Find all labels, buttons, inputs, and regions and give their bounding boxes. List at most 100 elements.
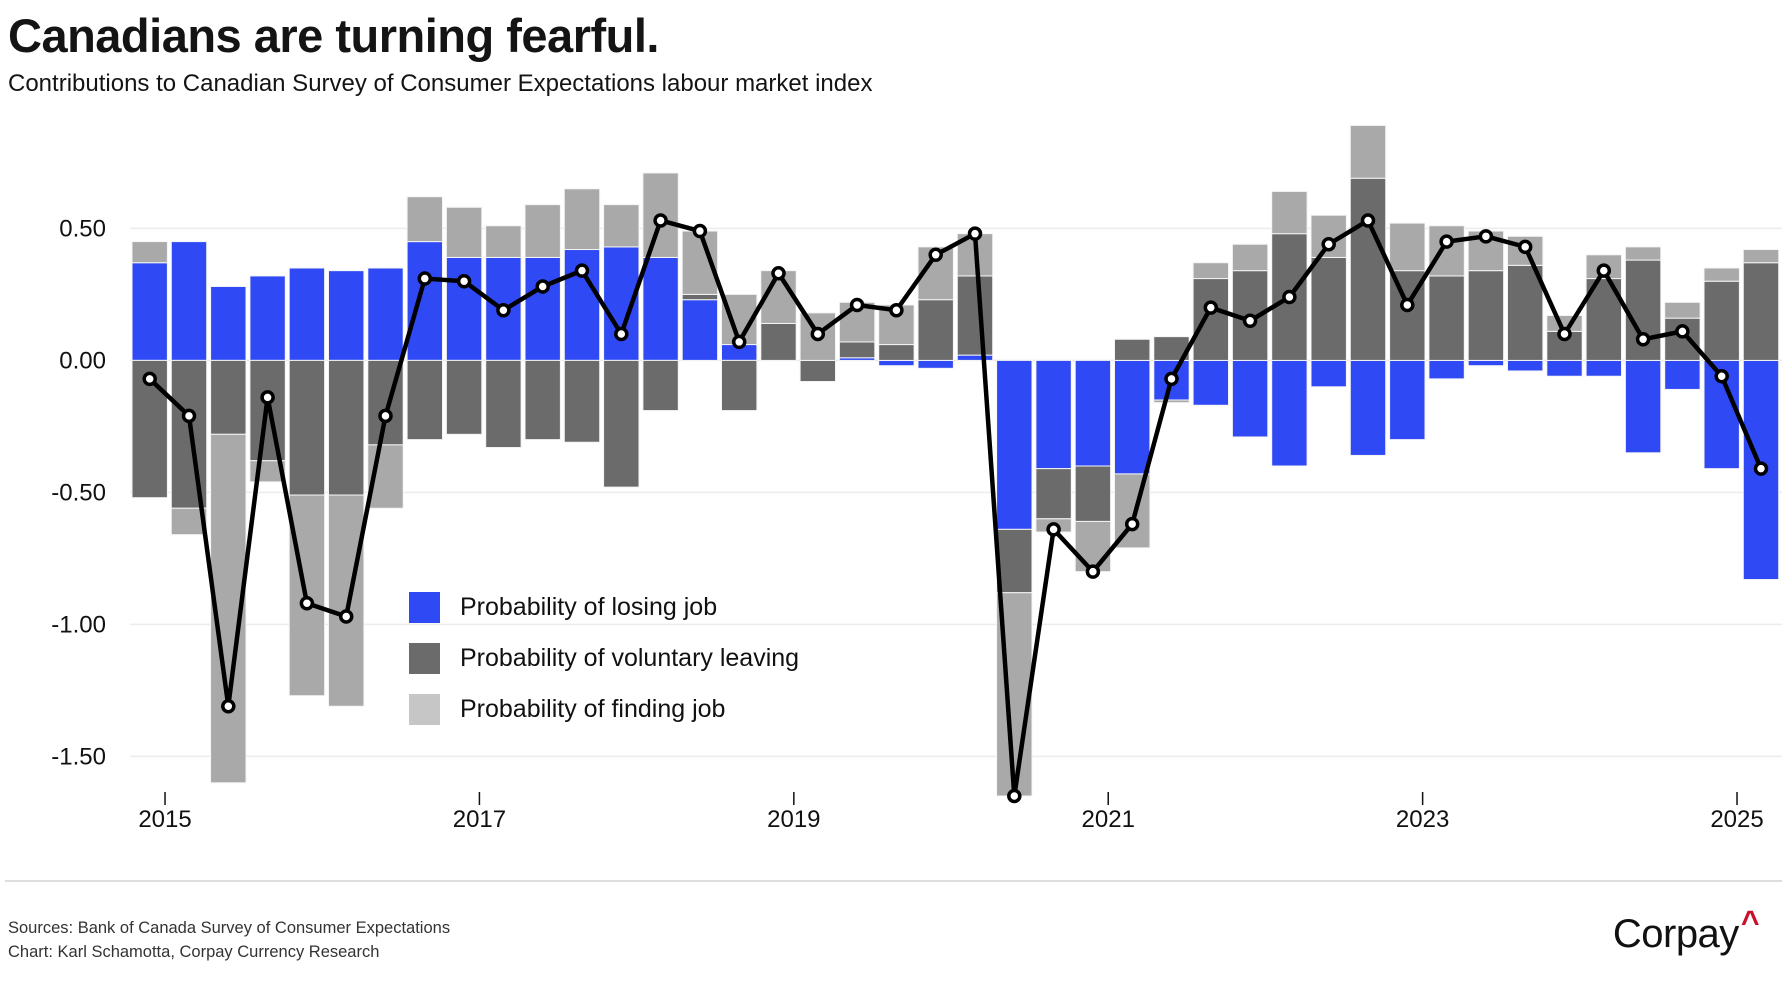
bar-probability-of-voluntary-leaving <box>170 359 208 509</box>
bar-probability-of-voluntary-leaving <box>917 299 954 361</box>
index-point <box>1321 236 1336 252</box>
index-point <box>653 213 668 228</box>
bar-probability-of-losing-job <box>1192 359 1229 406</box>
bar-probability-of-voluntary-leaving <box>1074 465 1112 522</box>
legend-label-losing-job: Probability of losing job <box>460 593 718 621</box>
y-tick-label: -1.50 <box>51 743 106 770</box>
chart-title: Canadians are turning fearful. <box>8 9 659 62</box>
index-point <box>967 226 983 241</box>
bar-probability-of-voluntary-leaving <box>878 344 915 361</box>
bar-probability-of-voluntary-leaving <box>721 359 758 412</box>
bar-probability-of-losing-job <box>445 256 483 361</box>
bar-probability-of-voluntary-leaving <box>1507 264 1544 361</box>
bar-probability-of-finding-job <box>1389 222 1426 272</box>
corpay-logo: Corpay^ <box>1612 904 1760 957</box>
index-point <box>1046 522 1061 537</box>
index-point <box>771 266 786 281</box>
chart-credit-text: Chart: Karl Schamotta, Corpay Currency R… <box>8 943 380 961</box>
index-point <box>1085 564 1101 579</box>
y-tick-label: -0.50 <box>51 479 106 506</box>
bar-probability-of-finding-job <box>406 196 444 243</box>
index-point <box>1360 213 1376 228</box>
bar-probability-of-losing-job <box>1114 359 1151 475</box>
bar-probability-of-losing-job <box>878 359 915 367</box>
bar-probability-of-voluntary-leaving <box>1310 256 1347 361</box>
index-point <box>496 302 511 318</box>
bar-probability-of-losing-job <box>210 285 247 361</box>
index-point <box>338 609 354 624</box>
bar-probability-of-voluntary-leaving <box>288 359 326 496</box>
bar-probability-of-voluntary-leaving <box>445 359 483 435</box>
bar-probability-of-voluntary-leaving <box>956 275 994 356</box>
index-point <box>1557 326 1572 342</box>
bar-probability-of-voluntary-leaving <box>838 341 876 359</box>
bar-probability-of-losing-job <box>288 267 326 361</box>
bar-probability-of-finding-job <box>1231 243 1269 272</box>
bar-probability-of-voluntary-leaving <box>406 359 444 441</box>
bar-probability-of-losing-job <box>1074 359 1112 467</box>
legend-swatch-losing-job <box>409 592 440 623</box>
bar-probability-of-finding-job <box>1428 225 1465 277</box>
bar-probability-of-voluntary-leaving <box>1192 278 1229 361</box>
bar-probability-of-losing-job <box>1271 359 1308 467</box>
legend-item-voluntary-leaving: Probability of voluntary leaving <box>409 633 799 684</box>
logo-text: Corpay <box>1612 912 1739 956</box>
bar-probability-of-losing-job <box>1231 359 1269 438</box>
bar-probability-of-finding-job <box>1271 190 1308 235</box>
index-point <box>535 279 550 294</box>
bar-probability-of-losing-job <box>642 256 679 361</box>
index-point <box>1164 371 1179 387</box>
bar-probability-of-voluntary-leaving <box>524 359 561 441</box>
bar-probability-of-finding-job <box>1703 267 1740 282</box>
bar-probability-of-voluntary-leaving <box>1035 468 1072 520</box>
bar-probability-of-losing-job <box>249 275 286 361</box>
bar-probability-of-finding-job <box>1349 124 1387 179</box>
index-point <box>928 247 943 263</box>
bar-probability-of-losing-job <box>367 267 404 361</box>
bar-probability-of-losing-job <box>1624 359 1662 454</box>
bar-probability-of-voluntary-leaving <box>996 528 1033 594</box>
bar-probability-of-voluntary-leaving <box>328 359 365 496</box>
bar-probability-of-losing-job <box>406 241 444 361</box>
bar-probability-of-losing-job <box>1507 359 1544 372</box>
bar-probability-of-losing-job <box>1585 359 1622 377</box>
y-tick-label: 0.00 <box>59 347 106 374</box>
index-point <box>1242 313 1258 329</box>
y-axis: 0.50 0.00 -0.50 -1.00 -1.50 <box>51 215 106 770</box>
bar-probability-of-losing-job <box>1467 359 1505 367</box>
bar-probability-of-losing-job <box>1546 359 1583 377</box>
bar-probability-of-losing-job <box>1349 359 1387 456</box>
bar-probability-of-losing-job <box>996 359 1033 530</box>
y-tick-label: -1.00 <box>51 611 106 638</box>
bar-probability-of-voluntary-leaving <box>485 359 522 449</box>
footer-divider <box>5 880 1782 882</box>
index-point <box>260 390 275 405</box>
index-point <box>1675 324 1690 339</box>
bar-probability-of-voluntary-leaving <box>210 359 247 435</box>
legend-item-finding-job: Probability of finding job <box>409 684 799 735</box>
bar-probability-of-voluntary-leaving <box>1742 262 1780 361</box>
bar-probability-of-losing-job <box>1310 359 1347 388</box>
index-point <box>1635 332 1651 347</box>
legend-label-voluntary-leaving: Probability of voluntary leaving <box>460 644 800 672</box>
sources-text: Sources: Bank of Canada Survey of Consum… <box>8 919 451 937</box>
footer-credits: Sources: Bank of Canada Survey of Consum… <box>8 916 450 964</box>
bar-probability-of-finding-job <box>1664 301 1701 319</box>
y-tick-label: 0.50 <box>59 215 106 242</box>
index-point <box>731 334 747 350</box>
index-point <box>142 371 157 387</box>
legend-swatch-voluntary-leaving <box>409 643 440 674</box>
index-point <box>1203 300 1219 315</box>
index-point <box>417 271 433 286</box>
index-point <box>299 596 315 611</box>
bar-probability-of-voluntary-leaving <box>681 293 719 301</box>
bar-probability-of-voluntary-leaving <box>1428 275 1465 361</box>
x-tick-label: 2017 <box>453 806 506 833</box>
bar-probability-of-losing-job <box>956 354 994 361</box>
bars <box>131 124 1780 797</box>
bar-probability-of-finding-job <box>524 204 561 258</box>
bar-probability-of-voluntary-leaving <box>760 322 797 361</box>
bar-probability-of-losing-job <box>681 299 719 361</box>
bar-probability-of-voluntary-leaving <box>799 359 836 383</box>
index-point <box>1400 297 1415 313</box>
